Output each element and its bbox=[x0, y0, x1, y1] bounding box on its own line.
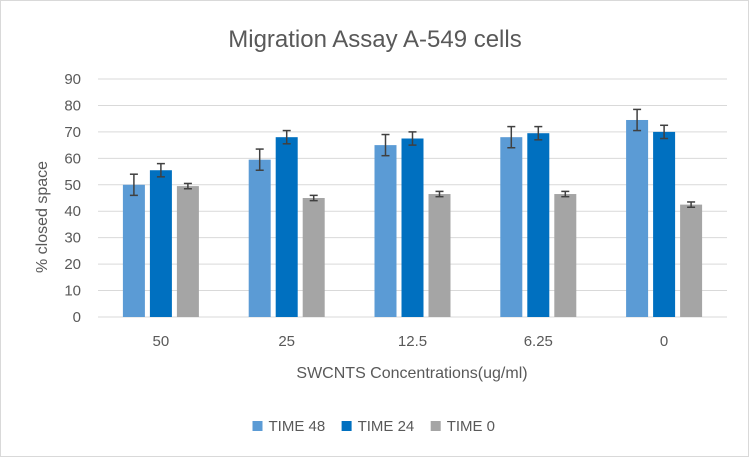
legend-label: TIME 48 bbox=[269, 418, 326, 435]
chart-title: Migration Assay A-549 cells bbox=[228, 26, 521, 53]
y-tick-label: 30 bbox=[64, 230, 81, 247]
y-tick-label: 90 bbox=[64, 71, 81, 88]
bar bbox=[626, 119, 649, 317]
bar bbox=[500, 137, 523, 317]
bar bbox=[248, 159, 271, 317]
y-tick-label: 20 bbox=[64, 256, 81, 273]
bars bbox=[122, 119, 703, 317]
legend-label: TIME 24 bbox=[358, 418, 415, 435]
y-axis-ticks: 0 10 20 30 40 50 60 70 80 90 bbox=[64, 71, 81, 326]
y-tick-label: 60 bbox=[64, 150, 81, 167]
x-axis-ticks: 50 25 12.5 6.25 0 bbox=[153, 333, 669, 350]
y-tick-label: 70 bbox=[64, 124, 81, 141]
y-tick-label: 50 bbox=[64, 177, 81, 194]
bar bbox=[401, 138, 424, 317]
x-axis-title: SWCNTS Concentrations(ug/ml) bbox=[296, 365, 527, 382]
bar bbox=[149, 170, 172, 317]
bar bbox=[275, 137, 298, 317]
y-tick-label: 0 bbox=[73, 309, 81, 326]
x-tick-label: 50 bbox=[153, 333, 170, 350]
legend-swatch bbox=[252, 421, 263, 431]
bar bbox=[653, 131, 676, 317]
legend-swatch bbox=[341, 421, 352, 431]
bar bbox=[680, 204, 703, 317]
error-bars bbox=[129, 108, 696, 209]
bar bbox=[176, 186, 199, 317]
x-tick-label: 12.5 bbox=[398, 333, 427, 350]
bar bbox=[374, 145, 397, 317]
legend-swatch bbox=[430, 421, 441, 431]
x-tick-label: 6.25 bbox=[524, 333, 553, 350]
y-tick-label: 10 bbox=[64, 283, 81, 300]
legend-label: TIME 0 bbox=[447, 418, 495, 435]
bar bbox=[302, 198, 325, 317]
bar bbox=[122, 184, 145, 317]
bar bbox=[554, 194, 577, 317]
x-tick-label: 0 bbox=[660, 333, 668, 350]
bar bbox=[428, 194, 451, 317]
bar bbox=[527, 133, 550, 317]
y-tick-label: 40 bbox=[64, 203, 81, 220]
y-axis-title: % closed space bbox=[34, 161, 51, 273]
y-tick-label: 80 bbox=[64, 97, 81, 114]
x-tick-label: 25 bbox=[278, 333, 295, 350]
legend: TIME 48 TIME 24 TIME 0 bbox=[252, 418, 495, 435]
